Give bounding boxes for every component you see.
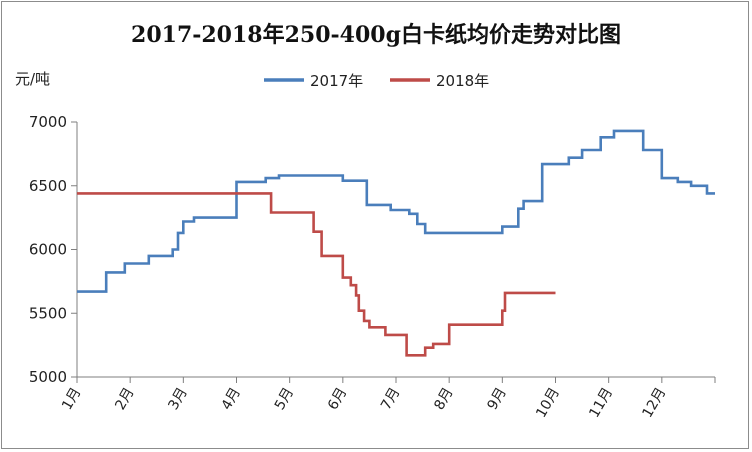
- series-line-2017年: [77, 129, 715, 293]
- axes: 5000 5500 6000 6500 7000 1月 2月 3月 4月 5月 6月 7月 8月 9月 10…: [29, 113, 716, 421]
- x-tick-label: 1月: [59, 385, 84, 413]
- x-tick-label: 12月: [640, 385, 670, 421]
- x-tick-label: 3月: [165, 385, 190, 413]
- series-line-2018年: [77, 192, 556, 357]
- y-tick-label: 5500: [29, 304, 67, 322]
- x-tick-label: 8月: [431, 385, 456, 413]
- y-axis-unit-label: 元/吨: [15, 70, 50, 88]
- series-lines: [77, 129, 715, 357]
- x-tick-label: 6月: [325, 385, 350, 413]
- y-tick-label: 5000: [29, 368, 67, 386]
- y-tick-label: 7000: [29, 113, 67, 131]
- x-tick-label: 11月: [586, 385, 616, 421]
- legend-label-2018: 2018年: [436, 72, 489, 90]
- x-tick-label: 7月: [378, 385, 403, 413]
- legend: 2017年 2018年: [264, 72, 489, 90]
- y-tick-label: 6000: [29, 241, 67, 259]
- y-tick-label: 6500: [29, 177, 67, 195]
- chart-title: 2017-2018年250-400g白卡纸均价走势对比图: [131, 22, 621, 48]
- x-tick-label: 9月: [484, 385, 509, 413]
- x-tick-label: 4月: [219, 385, 244, 413]
- x-tick-label: 10月: [533, 385, 563, 421]
- x-tick-label: 5月: [272, 385, 297, 413]
- legend-label-2017: 2017年: [310, 72, 363, 90]
- x-tick-label: 2月: [112, 385, 137, 413]
